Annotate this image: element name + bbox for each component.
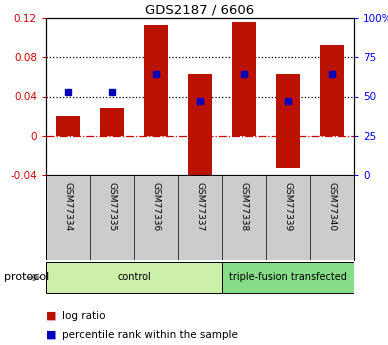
Text: GSM77336: GSM77336 [151,182,161,231]
Text: GSM77338: GSM77338 [239,182,248,231]
Bar [276,74,300,168]
Text: control: control [117,273,151,283]
Text: GSM77334: GSM77334 [64,182,73,231]
Text: protocol: protocol [4,273,49,283]
Bar [56,116,80,136]
Text: GSM77335: GSM77335 [107,182,116,231]
Bar [46,262,222,293]
Bar [144,25,168,136]
Bar [320,46,344,136]
Text: GSM77339: GSM77339 [284,182,293,231]
Text: GSM77337: GSM77337 [196,182,204,231]
Text: triple-fusion transfected: triple-fusion transfected [229,273,347,283]
Bar [188,74,212,180]
Text: ■: ■ [46,330,57,339]
Title: GDS2187 / 6606: GDS2187 / 6606 [146,4,255,17]
Text: log ratio: log ratio [62,311,105,321]
Bar [232,22,256,136]
Bar [100,108,124,136]
Bar [222,262,354,293]
Text: ■: ■ [46,311,57,321]
Text: percentile rank within the sample: percentile rank within the sample [62,330,237,339]
Text: GSM77340: GSM77340 [327,182,336,231]
